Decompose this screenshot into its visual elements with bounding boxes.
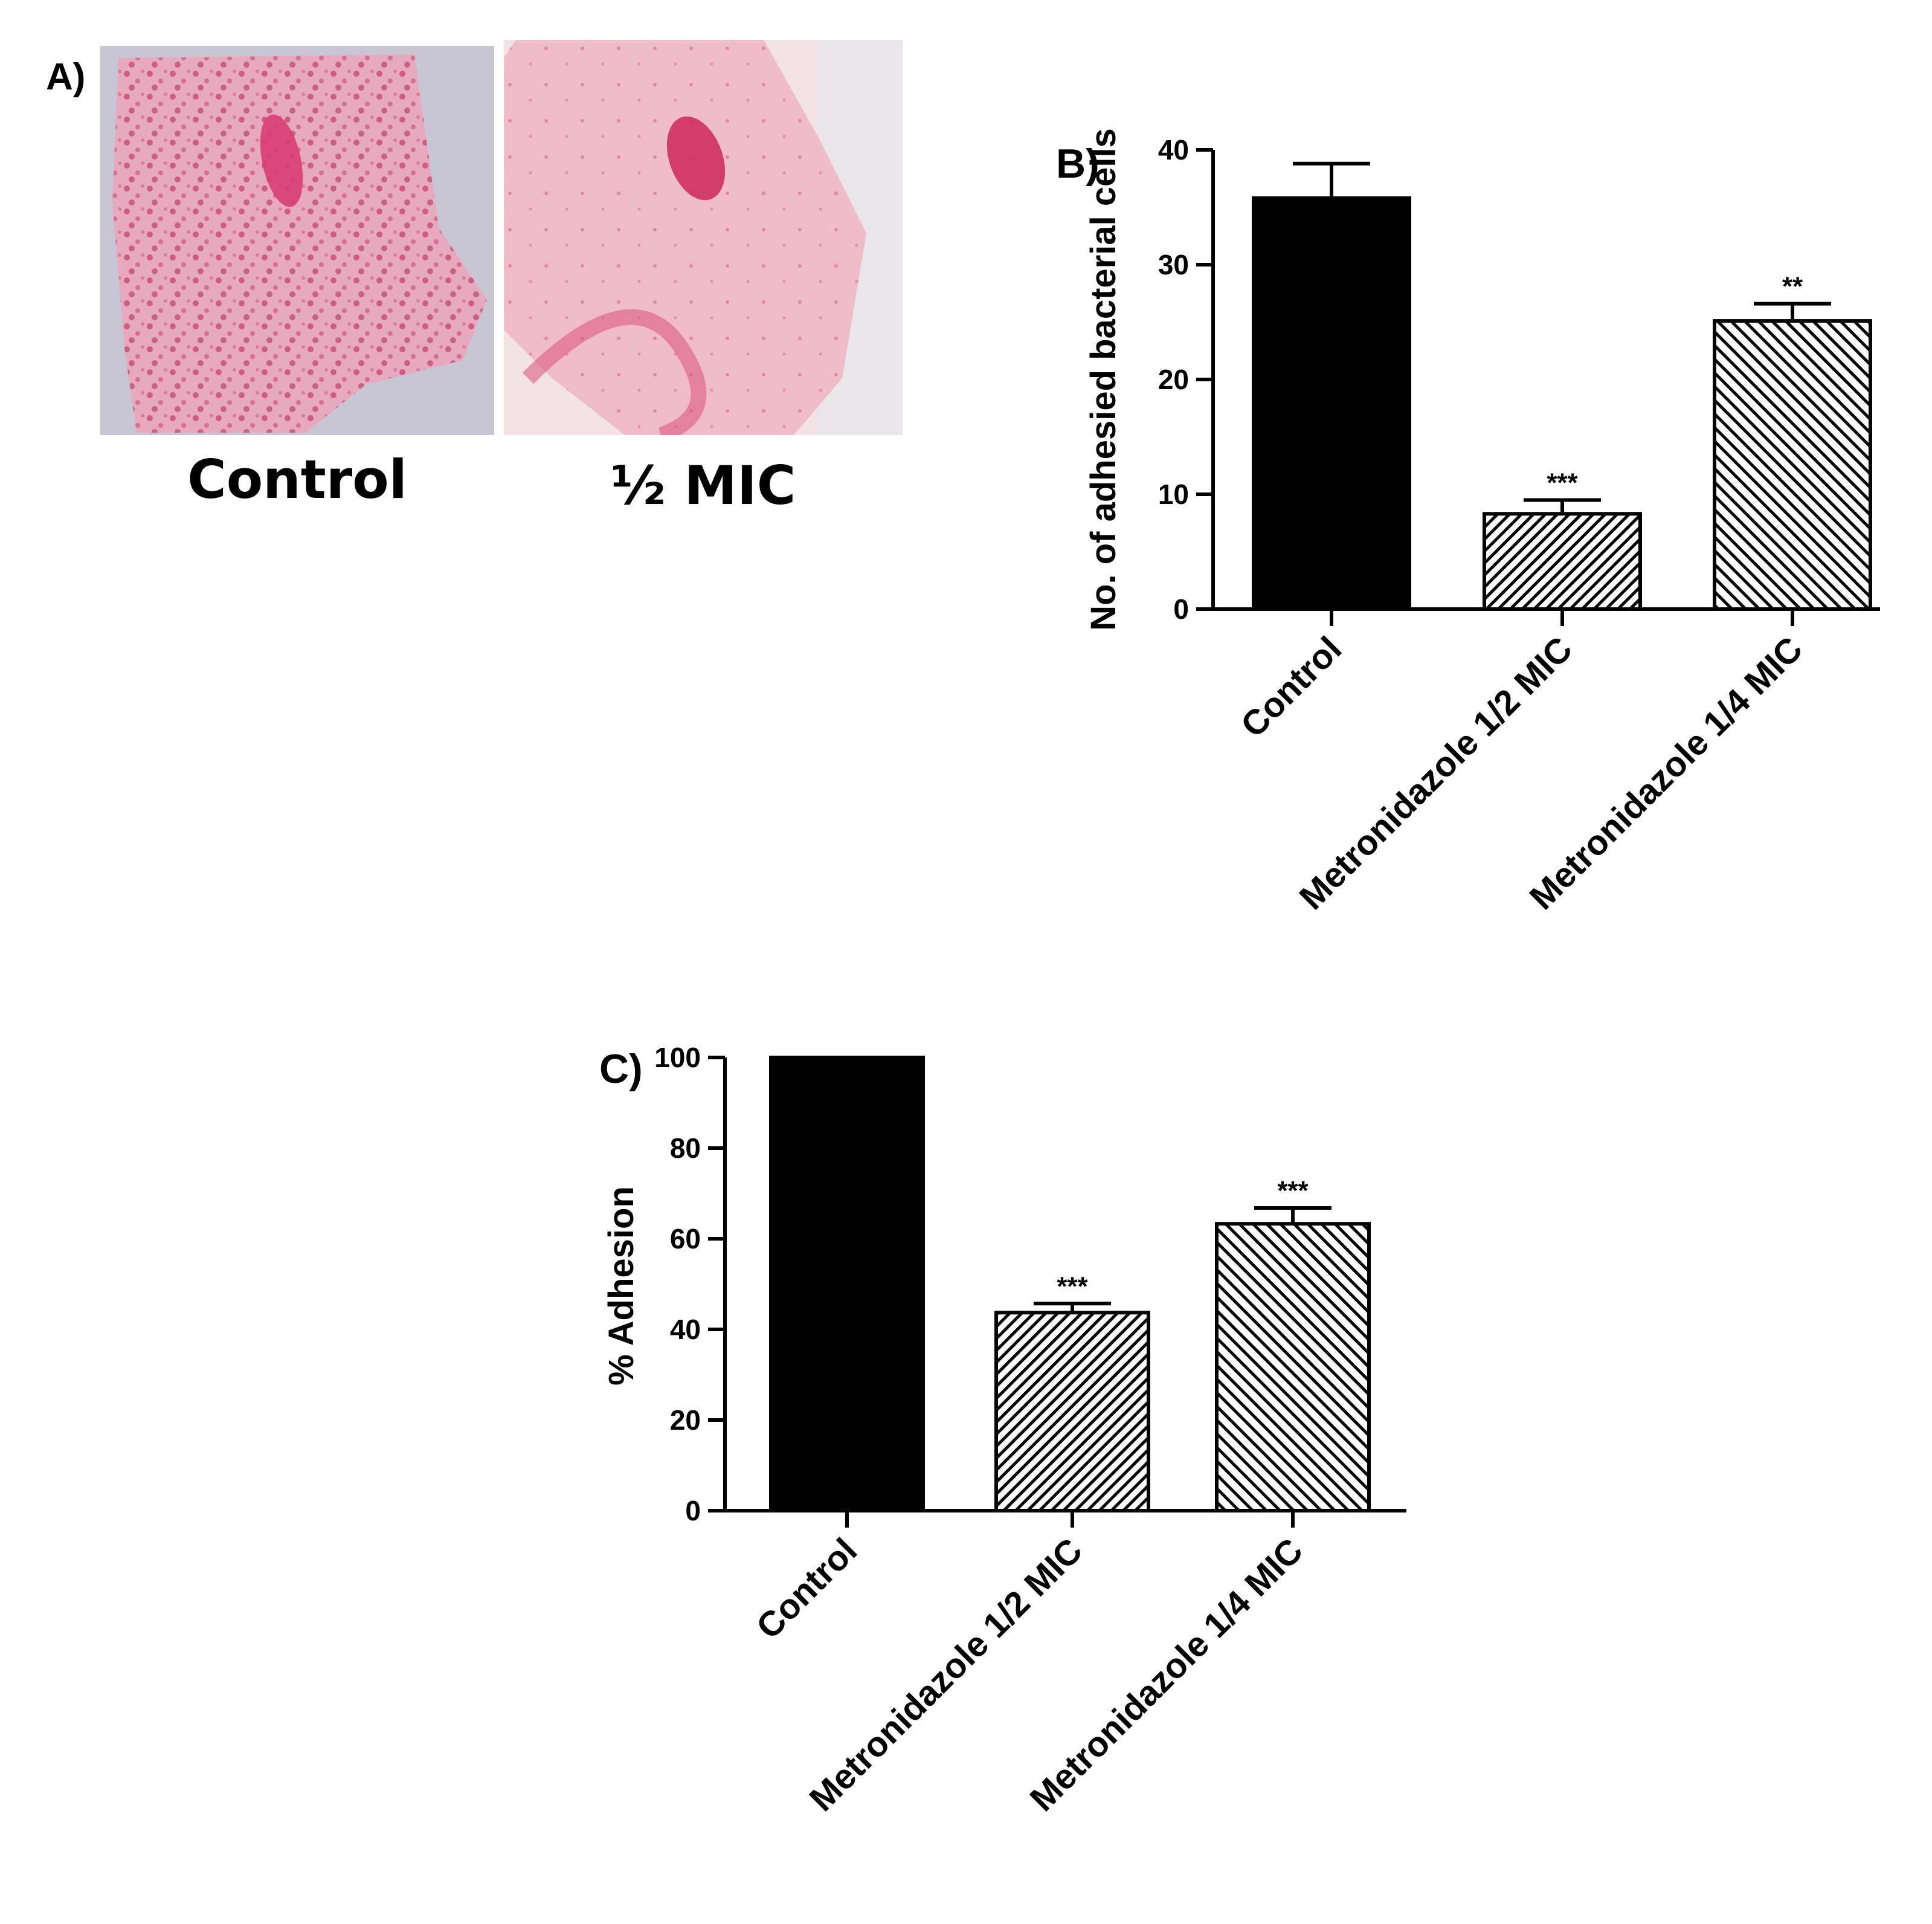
y-tick-label: 40 — [1158, 134, 1189, 166]
micrograph-half-mic — [504, 40, 903, 435]
micrograph-control — [100, 46, 494, 435]
bar — [1215, 1222, 1371, 1512]
y-tick-label: 80 — [670, 1132, 701, 1164]
bar — [1713, 319, 1872, 611]
significance-label: *** — [1547, 468, 1578, 498]
y-tick-label: 0 — [1173, 593, 1189, 625]
bar — [1483, 512, 1642, 611]
y-tick-label: 60 — [670, 1223, 701, 1254]
y-tick-label: 40 — [670, 1314, 701, 1345]
panel-a-label: A) — [46, 56, 86, 98]
y-axis-label: No. of adhesied bacterial cells — [1084, 128, 1123, 631]
bar — [994, 1311, 1150, 1512]
x-tick-label: Metronidazole 1/4 MIC — [1522, 629, 1811, 917]
y-tick-label: 20 — [670, 1404, 701, 1436]
y-axis-label: % Adhesion — [602, 1186, 641, 1386]
bar — [769, 1056, 925, 1512]
x-tick-label: Control — [1233, 629, 1349, 745]
y-tick-label: 0 — [685, 1495, 701, 1526]
bar — [1252, 196, 1411, 611]
panel-c-label: C) — [599, 1046, 643, 1092]
y-tick-label: 30 — [1158, 249, 1189, 280]
y-tick-label: 10 — [1158, 479, 1189, 510]
significance-label: *** — [1277, 1176, 1309, 1206]
y-tick-label: 20 — [1158, 364, 1189, 395]
x-tick-label: Control — [749, 1531, 865, 1647]
significance-label: ** — [1782, 272, 1803, 302]
y-tick-label: 100 — [654, 1042, 701, 1073]
panel-b-label: B) — [1056, 141, 1100, 187]
significance-label: *** — [1057, 1271, 1088, 1301]
micrograph-half-mic-caption: ½ MIC — [610, 454, 796, 517]
micrograph-control-caption: Control — [187, 448, 407, 511]
